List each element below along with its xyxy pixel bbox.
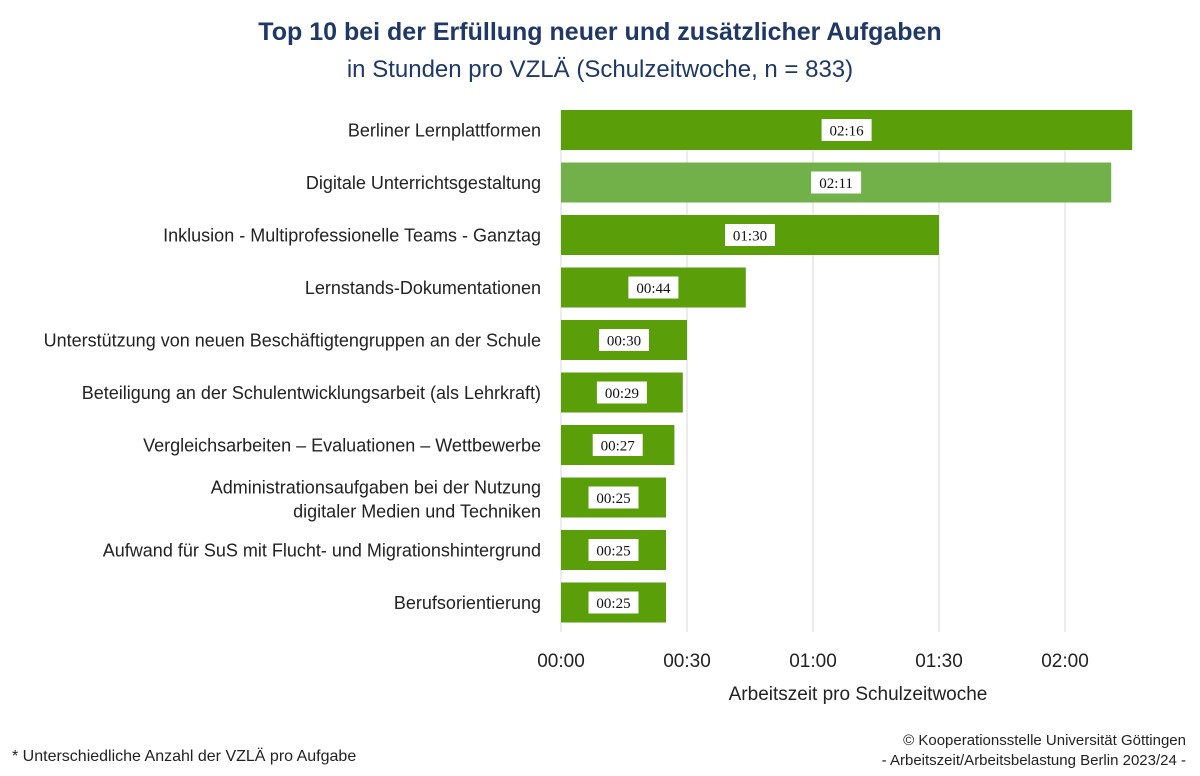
- x-tick-label: 01:00: [789, 651, 837, 672]
- data-label-box: [821, 119, 872, 141]
- data-label: 00:30: [607, 334, 641, 350]
- data-label: 00:44: [636, 281, 671, 297]
- data-label-box: [588, 539, 639, 561]
- data-label: 01:30: [733, 229, 767, 245]
- chart-title: Top 10 bei der Erfüllung neuer und zusät…: [258, 18, 942, 46]
- footnote: * Unterschiedliche Anzahl der VZLÄ pro A…: [12, 748, 357, 765]
- data-label-box: [599, 329, 649, 351]
- data-label: 00:27: [601, 439, 636, 455]
- category-label-layer: Berliner Lernplattformen Digitale Unterri…: [44, 121, 541, 614]
- data-label-box: [811, 171, 862, 194]
- x-tick-label: 02:00: [1041, 651, 1089, 672]
- category-label: Unterstützung von neuen Beschäftigtengru…: [44, 331, 541, 351]
- data-label-box: [592, 434, 643, 456]
- category-label: Berliner Lernplattformen: [348, 121, 541, 141]
- x-tick-layer: 00:00 00:30 01:00 01:30 02:00: [537, 651, 1089, 672]
- category-label: Inklusion - Multiprofessionelle Teams - …: [163, 226, 541, 246]
- data-label: 00:29: [605, 386, 639, 402]
- category-label: Vergleichsarbeiten – Evaluationen – Wett…: [143, 436, 541, 456]
- data-label-box: [596, 381, 647, 404]
- bar-layer: 02:16 02:11 01:30 00:44 00:30 00:29 00:27 00:25…: [561, 110, 1133, 623]
- x-tick-label: 01:30: [915, 651, 963, 672]
- category-label: Lernstands-Dokumentationen: [305, 278, 541, 298]
- credit-line-1: © Kooperationsstelle Universität Götting…: [903, 732, 1186, 749]
- category-label: Digitale Unterrichtsgestaltung: [306, 173, 541, 193]
- data-label: 02:11: [819, 176, 853, 192]
- data-label-box: [725, 224, 775, 246]
- category-label: Beteiligung an der Schulentwicklungsarbe…: [82, 383, 541, 403]
- data-label: 02:16: [830, 124, 865, 140]
- data-label: 00:25: [596, 544, 630, 560]
- chart-subtitle: in Stunden pro VZLÄ (Schulzeitwoche, n =…: [346, 56, 854, 83]
- data-label-box: [628, 276, 679, 299]
- category-label: Aufwand für SuS mit Flucht- und Migratio…: [103, 541, 541, 561]
- category-label: Berufsorientierung: [394, 593, 541, 613]
- x-tick-label: 00:30: [663, 651, 711, 672]
- category-label: Administrationsaufgaben bei der Nutzung: [211, 478, 541, 498]
- data-label-box: [588, 486, 639, 509]
- data-label-box: [588, 591, 639, 614]
- category-label: digitaler Medien und Techniken: [293, 502, 541, 522]
- data-label: 00:25: [596, 491, 630, 507]
- data-label: 00:25: [596, 596, 630, 612]
- x-tick-label: 00:00: [537, 651, 585, 672]
- credit-line-2: - Arbeitszeit/Arbeitsbelastung Berlin 20…: [881, 752, 1186, 769]
- x-axis-label: Arbeitszeit pro Schulzeitwoche: [729, 684, 988, 705]
